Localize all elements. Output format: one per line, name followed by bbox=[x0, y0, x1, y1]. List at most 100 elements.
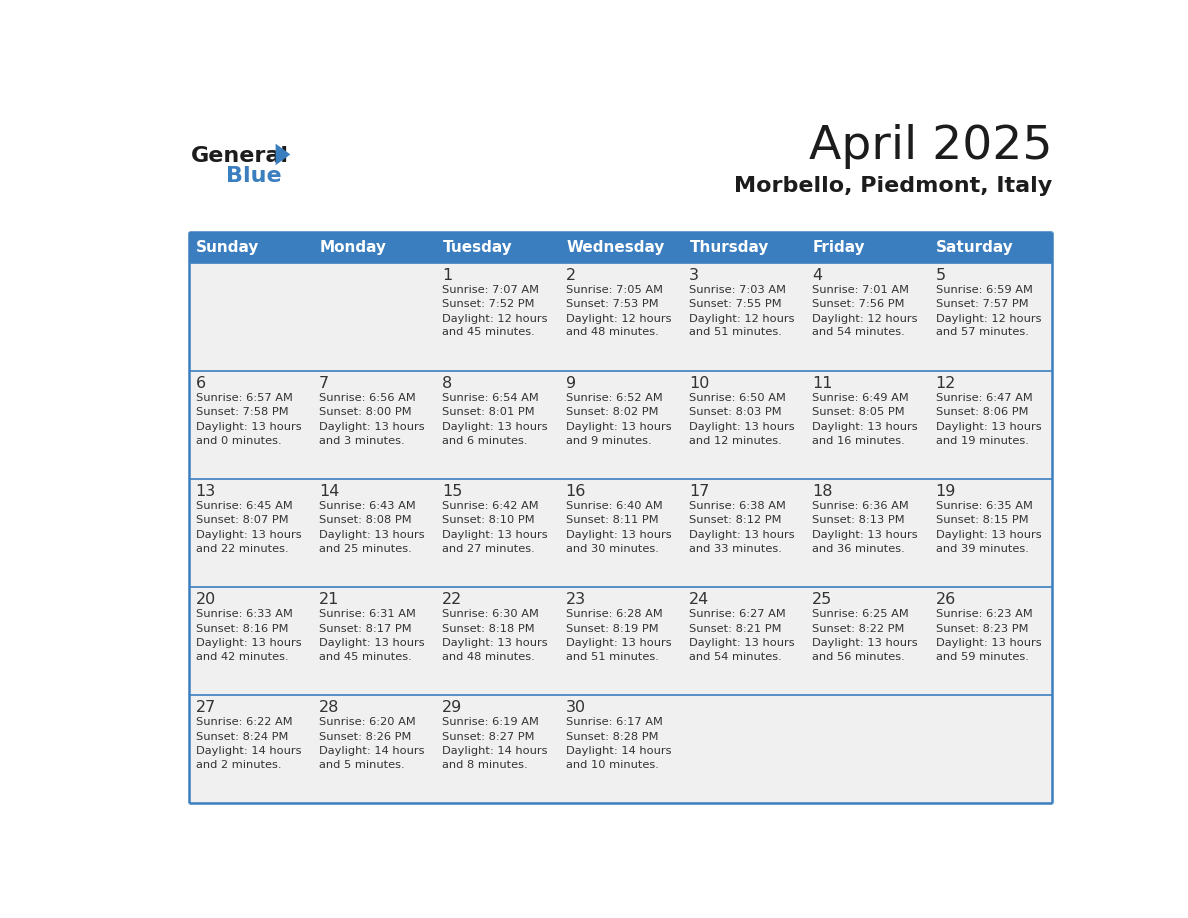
Text: Sunset: 7:55 PM: Sunset: 7:55 PM bbox=[689, 299, 782, 309]
Text: Sunrise: 6:47 AM: Sunrise: 6:47 AM bbox=[936, 393, 1032, 403]
Text: Sunset: 8:12 PM: Sunset: 8:12 PM bbox=[689, 515, 782, 525]
Text: 5: 5 bbox=[936, 268, 946, 283]
Text: Daylight: 12 hours
and 54 minutes.: Daylight: 12 hours and 54 minutes. bbox=[813, 314, 918, 338]
Text: Daylight: 13 hours
and 48 minutes.: Daylight: 13 hours and 48 minutes. bbox=[442, 638, 548, 662]
Text: 21: 21 bbox=[318, 592, 340, 607]
Text: 30: 30 bbox=[565, 700, 586, 715]
Text: Sunset: 8:08 PM: Sunset: 8:08 PM bbox=[318, 515, 411, 525]
Text: Sunrise: 6:42 AM: Sunrise: 6:42 AM bbox=[442, 501, 539, 510]
Text: Sunrise: 6:35 AM: Sunrise: 6:35 AM bbox=[936, 501, 1032, 510]
Text: Sunrise: 7:07 AM: Sunrise: 7:07 AM bbox=[442, 285, 539, 295]
Text: Sunrise: 7:05 AM: Sunrise: 7:05 AM bbox=[565, 285, 663, 295]
Text: Daylight: 14 hours
and 10 minutes.: Daylight: 14 hours and 10 minutes. bbox=[565, 746, 671, 770]
Text: Sunset: 8:21 PM: Sunset: 8:21 PM bbox=[689, 623, 782, 633]
Text: Sunrise: 6:43 AM: Sunrise: 6:43 AM bbox=[318, 501, 416, 510]
Text: Sunset: 8:18 PM: Sunset: 8:18 PM bbox=[442, 623, 535, 633]
Text: Daylight: 14 hours
and 5 minutes.: Daylight: 14 hours and 5 minutes. bbox=[318, 746, 424, 770]
Text: Sunset: 8:03 PM: Sunset: 8:03 PM bbox=[689, 408, 782, 418]
Text: 13: 13 bbox=[196, 484, 216, 498]
Text: Sunset: 7:52 PM: Sunset: 7:52 PM bbox=[442, 299, 535, 309]
Text: Daylight: 13 hours
and 54 minutes.: Daylight: 13 hours and 54 minutes. bbox=[689, 638, 795, 662]
Text: Tuesday: Tuesday bbox=[443, 240, 512, 254]
Text: Daylight: 13 hours
and 16 minutes.: Daylight: 13 hours and 16 minutes. bbox=[813, 422, 918, 445]
Text: 19: 19 bbox=[936, 484, 956, 498]
Text: Sunday: Sunday bbox=[196, 240, 259, 254]
Text: 26: 26 bbox=[936, 592, 956, 607]
Text: 11: 11 bbox=[813, 375, 833, 391]
Text: Sunrise: 6:54 AM: Sunrise: 6:54 AM bbox=[442, 393, 539, 403]
Text: 18: 18 bbox=[813, 484, 833, 498]
Text: Sunset: 8:01 PM: Sunset: 8:01 PM bbox=[442, 408, 535, 418]
Text: April 2025: April 2025 bbox=[809, 124, 1053, 169]
Text: 28: 28 bbox=[318, 700, 340, 715]
Text: 14: 14 bbox=[318, 484, 340, 498]
Text: Sunset: 7:56 PM: Sunset: 7:56 PM bbox=[813, 299, 905, 309]
Text: Daylight: 13 hours
and 36 minutes.: Daylight: 13 hours and 36 minutes. bbox=[813, 530, 918, 554]
Text: 22: 22 bbox=[442, 592, 462, 607]
Text: 6: 6 bbox=[196, 375, 206, 391]
Text: Sunrise: 7:03 AM: Sunrise: 7:03 AM bbox=[689, 285, 786, 295]
Text: Sunrise: 6:33 AM: Sunrise: 6:33 AM bbox=[196, 609, 292, 619]
Text: Sunrise: 6:22 AM: Sunrise: 6:22 AM bbox=[196, 717, 292, 727]
Text: 12: 12 bbox=[936, 375, 956, 391]
Text: 8: 8 bbox=[442, 375, 453, 391]
Text: Sunrise: 6:36 AM: Sunrise: 6:36 AM bbox=[813, 501, 909, 510]
Bar bbox=[189, 263, 1053, 371]
Text: Daylight: 13 hours
and 27 minutes.: Daylight: 13 hours and 27 minutes. bbox=[442, 530, 548, 554]
Bar bbox=[189, 479, 1053, 587]
Bar bbox=[189, 232, 1053, 263]
Text: 3: 3 bbox=[689, 268, 699, 283]
Text: 24: 24 bbox=[689, 592, 709, 607]
Text: Sunset: 8:02 PM: Sunset: 8:02 PM bbox=[565, 408, 658, 418]
Text: Daylight: 13 hours
and 6 minutes.: Daylight: 13 hours and 6 minutes. bbox=[442, 422, 548, 445]
Text: Daylight: 13 hours
and 19 minutes.: Daylight: 13 hours and 19 minutes. bbox=[936, 422, 1041, 445]
Text: Sunrise: 6:20 AM: Sunrise: 6:20 AM bbox=[318, 717, 416, 727]
Text: Daylight: 13 hours
and 22 minutes.: Daylight: 13 hours and 22 minutes. bbox=[196, 530, 302, 554]
Text: Daylight: 13 hours
and 25 minutes.: Daylight: 13 hours and 25 minutes. bbox=[318, 530, 424, 554]
Bar bbox=[189, 371, 1053, 479]
Text: Daylight: 12 hours
and 48 minutes.: Daylight: 12 hours and 48 minutes. bbox=[565, 314, 671, 338]
Text: Sunset: 7:58 PM: Sunset: 7:58 PM bbox=[196, 408, 289, 418]
Text: Daylight: 13 hours
and 42 minutes.: Daylight: 13 hours and 42 minutes. bbox=[196, 638, 302, 662]
Text: Daylight: 14 hours
and 2 minutes.: Daylight: 14 hours and 2 minutes. bbox=[196, 746, 301, 770]
Text: 25: 25 bbox=[813, 592, 833, 607]
Text: 10: 10 bbox=[689, 375, 709, 391]
Text: 27: 27 bbox=[196, 700, 216, 715]
Text: Sunrise: 6:19 AM: Sunrise: 6:19 AM bbox=[442, 717, 539, 727]
Text: Sunrise: 6:40 AM: Sunrise: 6:40 AM bbox=[565, 501, 663, 510]
Text: Sunset: 8:15 PM: Sunset: 8:15 PM bbox=[936, 515, 1029, 525]
Text: 17: 17 bbox=[689, 484, 709, 498]
Text: 7: 7 bbox=[318, 375, 329, 391]
Text: 1: 1 bbox=[442, 268, 453, 283]
Text: Daylight: 13 hours
and 45 minutes.: Daylight: 13 hours and 45 minutes. bbox=[318, 638, 424, 662]
Text: Sunrise: 6:49 AM: Sunrise: 6:49 AM bbox=[813, 393, 909, 403]
Text: Sunset: 8:13 PM: Sunset: 8:13 PM bbox=[813, 515, 905, 525]
Bar bbox=[189, 587, 1053, 695]
Text: Sunset: 8:28 PM: Sunset: 8:28 PM bbox=[565, 732, 658, 742]
Text: Thursday: Thursday bbox=[689, 240, 769, 254]
Text: Blue: Blue bbox=[226, 166, 282, 186]
Text: Sunset: 8:22 PM: Sunset: 8:22 PM bbox=[813, 623, 904, 633]
Text: Friday: Friday bbox=[813, 240, 866, 254]
Text: Daylight: 13 hours
and 12 minutes.: Daylight: 13 hours and 12 minutes. bbox=[689, 422, 795, 445]
Text: Sunset: 8:19 PM: Sunset: 8:19 PM bbox=[565, 623, 658, 633]
Text: Daylight: 12 hours
and 45 minutes.: Daylight: 12 hours and 45 minutes. bbox=[442, 314, 548, 338]
Text: Daylight: 13 hours
and 51 minutes.: Daylight: 13 hours and 51 minutes. bbox=[565, 638, 671, 662]
Text: Daylight: 12 hours
and 51 minutes.: Daylight: 12 hours and 51 minutes. bbox=[689, 314, 795, 338]
Text: 4: 4 bbox=[813, 268, 822, 283]
Text: Sunrise: 6:17 AM: Sunrise: 6:17 AM bbox=[565, 717, 663, 727]
Text: Sunrise: 7:01 AM: Sunrise: 7:01 AM bbox=[813, 285, 909, 295]
Text: Sunset: 8:07 PM: Sunset: 8:07 PM bbox=[196, 515, 289, 525]
Text: 23: 23 bbox=[565, 592, 586, 607]
Text: Daylight: 13 hours
and 9 minutes.: Daylight: 13 hours and 9 minutes. bbox=[565, 422, 671, 445]
Text: 29: 29 bbox=[442, 700, 462, 715]
Text: Sunrise: 6:38 AM: Sunrise: 6:38 AM bbox=[689, 501, 785, 510]
Text: Sunset: 8:17 PM: Sunset: 8:17 PM bbox=[318, 623, 411, 633]
Text: Monday: Monday bbox=[320, 240, 386, 254]
Text: Sunrise: 6:59 AM: Sunrise: 6:59 AM bbox=[936, 285, 1032, 295]
Text: Sunset: 8:24 PM: Sunset: 8:24 PM bbox=[196, 732, 287, 742]
Text: Sunrise: 6:45 AM: Sunrise: 6:45 AM bbox=[196, 501, 292, 510]
Text: Sunset: 7:53 PM: Sunset: 7:53 PM bbox=[565, 299, 658, 309]
Text: Sunset: 8:27 PM: Sunset: 8:27 PM bbox=[442, 732, 535, 742]
Text: Sunrise: 6:25 AM: Sunrise: 6:25 AM bbox=[813, 609, 909, 619]
